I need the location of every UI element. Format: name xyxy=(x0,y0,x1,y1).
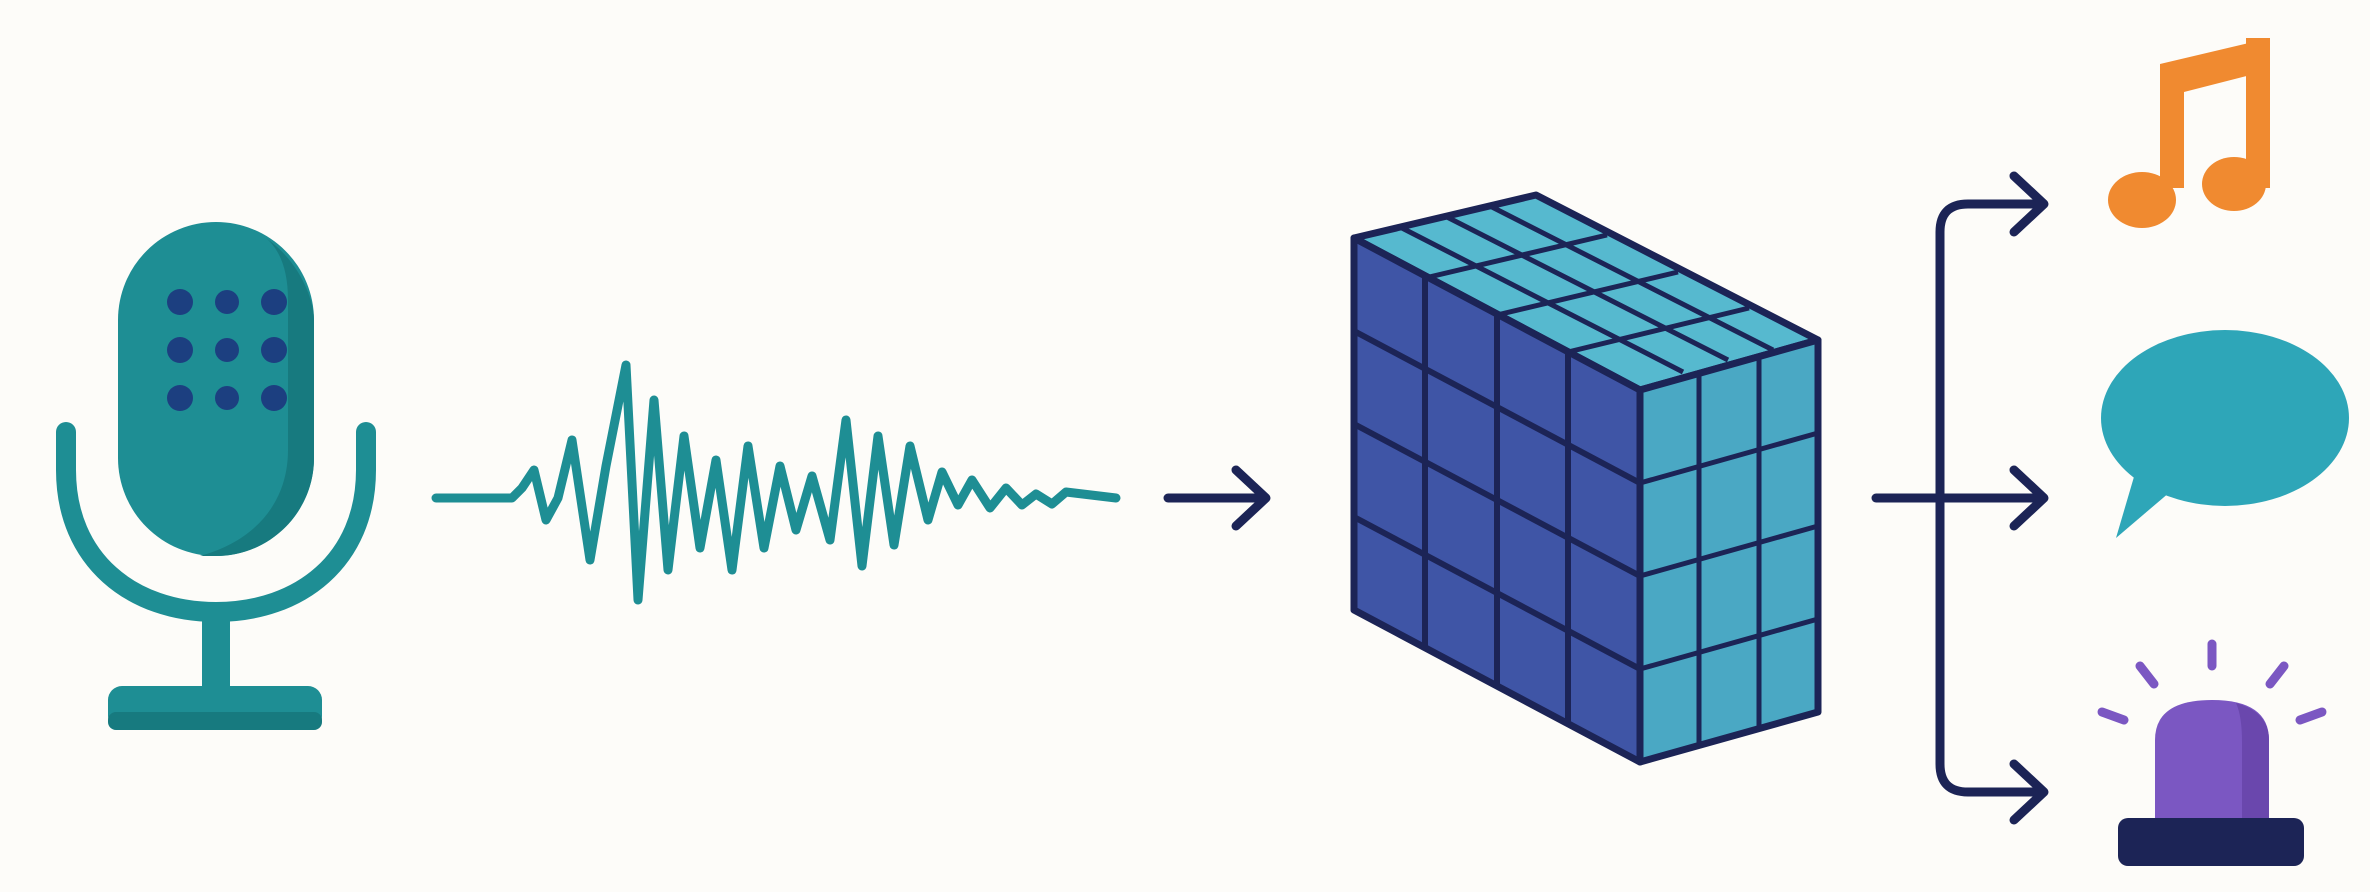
siren-alarm-icon xyxy=(2097,639,2327,866)
audio-waveform-icon xyxy=(431,360,1121,605)
branch-arrows-icon xyxy=(1871,171,2049,825)
microphone-icon xyxy=(56,222,376,730)
speech-bubble-icon xyxy=(2101,330,2349,538)
tensor-cube-icon xyxy=(1350,191,1822,766)
arrow-to-model-icon xyxy=(1163,465,1271,531)
music-note-icon xyxy=(2108,38,2270,228)
